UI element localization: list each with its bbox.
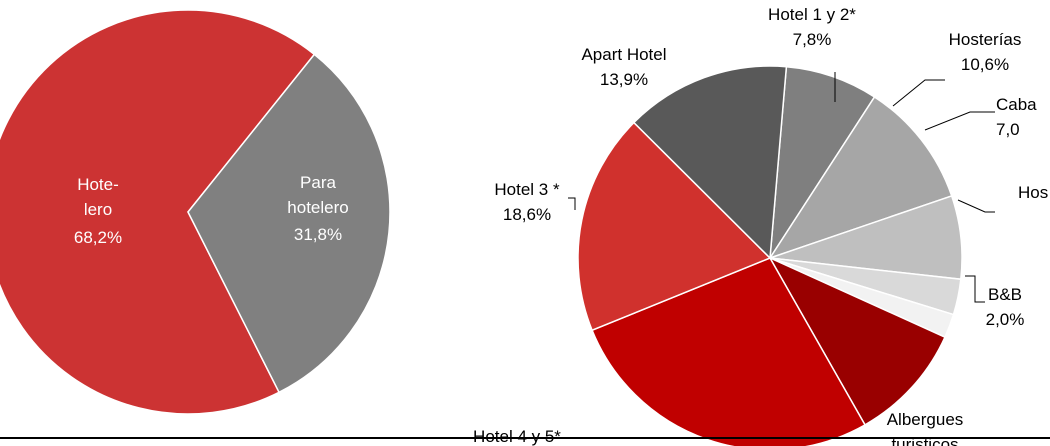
pie-slice: [577, 121, 772, 332]
leader-line: [924, 111, 995, 131]
pie-slice: [768, 256, 946, 426]
value-label: 7,8%: [793, 30, 832, 49]
slice-label: Hotel 1 y 2*: [768, 5, 856, 24]
value-label: 31,8%: [294, 225, 342, 244]
slice-label: Hote-lero: [77, 175, 119, 219]
pie-slice: [768, 95, 953, 260]
slice-label: Caba: [996, 95, 1037, 114]
slice-label: Hotel 4 y 5*: [473, 427, 561, 446]
pie-slice: [632, 65, 788, 260]
slice-label: Hosterías: [949, 30, 1022, 49]
slice-label: Albergues turisticos: [887, 410, 964, 446]
slice-label: B&B: [988, 285, 1022, 304]
value-label: 10,6%: [961, 55, 1009, 74]
pie-slice: [0, 9, 316, 415]
slice-label: Apart Hotel: [581, 45, 666, 64]
pie-slice: [769, 65, 876, 259]
pie-slice: [591, 257, 867, 446]
slice-label: Para hotelero: [287, 173, 348, 217]
pie-slice: [187, 53, 391, 394]
value-label: 68,2%: [74, 228, 122, 247]
pies: Hote-lero 68,2% Para hotelero 31,8% Hotel 1 y…: [0, 5, 1048, 446]
slice-label: Hos: [1018, 183, 1048, 202]
value-label: 18,6%: [503, 205, 551, 224]
leader-line: [957, 199, 995, 213]
value-label: 7,0: [996, 120, 1020, 139]
leader-line: [892, 79, 945, 107]
leader-line: [965, 275, 985, 303]
slice-label: Hotel 3 *: [494, 180, 560, 199]
value-label: 2,0%: [986, 310, 1025, 329]
value-label: 13,9%: [600, 70, 648, 89]
leader-line: [568, 197, 576, 210]
